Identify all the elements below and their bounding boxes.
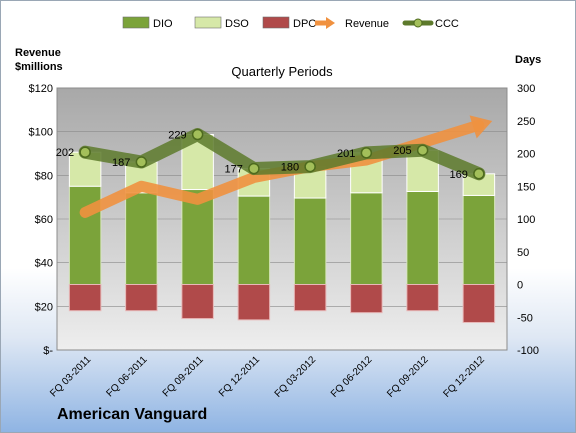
ccc-data-label: 187 bbox=[112, 157, 130, 169]
bar-dpo bbox=[406, 284, 439, 312]
ccc-data-label: 180 bbox=[281, 162, 299, 174]
ccc-data-label: 202 bbox=[56, 147, 74, 159]
ccc-point bbox=[360, 147, 373, 159]
legend-swatch-dpo bbox=[262, 16, 290, 29]
left-tick-label: $120 bbox=[29, 83, 53, 95]
right-tick-label: 100 bbox=[517, 214, 535, 226]
bar-dpo bbox=[350, 284, 383, 314]
ccc-point bbox=[473, 168, 485, 180]
bar-dio bbox=[68, 185, 102, 285]
category-label: FQ 06-2012 bbox=[329, 354, 375, 400]
ccc-data-label: 177 bbox=[225, 164, 243, 176]
bar-dio bbox=[462, 194, 496, 285]
left-axis-title: $millions bbox=[15, 61, 63, 73]
legend-swatch-ccc-dot bbox=[413, 18, 423, 28]
right-tick-label: 50 bbox=[517, 247, 529, 259]
right-tick-label: 150 bbox=[517, 181, 535, 193]
ccc-line bbox=[78, 128, 486, 181]
left-tick-label: $80 bbox=[35, 170, 53, 182]
category-label: FQ 09-2012 bbox=[385, 354, 431, 400]
bar-dio bbox=[293, 197, 327, 285]
ccc-point bbox=[79, 146, 91, 158]
legend-label-revenue: Revenue bbox=[345, 18, 389, 30]
category-label: FQ 12-2011 bbox=[217, 354, 262, 399]
bar-dpo bbox=[181, 284, 214, 320]
right-tick-label: 300 bbox=[517, 83, 535, 95]
bar-dpo bbox=[293, 284, 327, 312]
bar-dio bbox=[181, 189, 214, 285]
ccc-data-label: 205 bbox=[393, 145, 411, 157]
category-label: FQ 03-2012 bbox=[273, 354, 319, 400]
ccc-point bbox=[304, 160, 316, 173]
ccc-point bbox=[191, 128, 204, 141]
bar-dpo bbox=[237, 284, 271, 321]
bar-dpo bbox=[125, 284, 158, 312]
right-tick-label: -50 bbox=[517, 312, 533, 324]
left-tick-label: $20 bbox=[35, 301, 53, 313]
right-tick-label: 200 bbox=[517, 149, 535, 161]
right-axis-title: Days bbox=[515, 54, 541, 66]
ccc-data-label: 169 bbox=[450, 169, 468, 181]
category-label: FQ 06-2011 bbox=[105, 354, 150, 399]
category-label: FQ 03-2011 bbox=[48, 354, 93, 399]
legend-swatch-revenue-head bbox=[326, 17, 335, 29]
revenue-arrowhead bbox=[469, 115, 493, 139]
legend-label-dso: DSO bbox=[225, 18, 249, 30]
ccc-data-label: 229 bbox=[168, 130, 186, 142]
bar-dpo bbox=[462, 284, 496, 323]
left-tick-label: $60 bbox=[35, 214, 53, 226]
company-name: American Vanguard bbox=[57, 406, 208, 423]
left-tick-label: $100 bbox=[29, 127, 53, 139]
legend-label-dpo: DPO bbox=[293, 18, 317, 30]
left-tick-label: $- bbox=[43, 345, 53, 357]
category-label: FQ 09-2011 bbox=[161, 354, 206, 399]
legend-label-ccc: CCC bbox=[435, 18, 459, 30]
ccc-data-label: 201 bbox=[337, 148, 355, 160]
category-label: FQ 12-2012 bbox=[441, 354, 487, 400]
right-tick-label: 0 bbox=[517, 280, 523, 292]
right-tick-label: -100 bbox=[517, 345, 539, 357]
left-tick-label: $40 bbox=[35, 258, 53, 270]
bar-dio bbox=[125, 192, 158, 285]
left-axis-title: Revenue bbox=[15, 47, 61, 59]
legend-swatch-dio bbox=[122, 16, 150, 29]
bar-dio bbox=[406, 190, 439, 286]
legend-label-dio: DIO bbox=[153, 18, 173, 30]
legend-swatch-dso bbox=[194, 16, 222, 29]
bar-dio bbox=[237, 195, 271, 285]
ccc-point bbox=[135, 156, 148, 168]
right-tick-label: 250 bbox=[517, 116, 535, 128]
ccc-point bbox=[248, 162, 260, 175]
bar-dio bbox=[350, 192, 383, 285]
chart-subtitle: Quarterly Periods bbox=[231, 64, 333, 79]
bar-dpo bbox=[68, 284, 102, 312]
ccc-point bbox=[416, 144, 429, 156]
